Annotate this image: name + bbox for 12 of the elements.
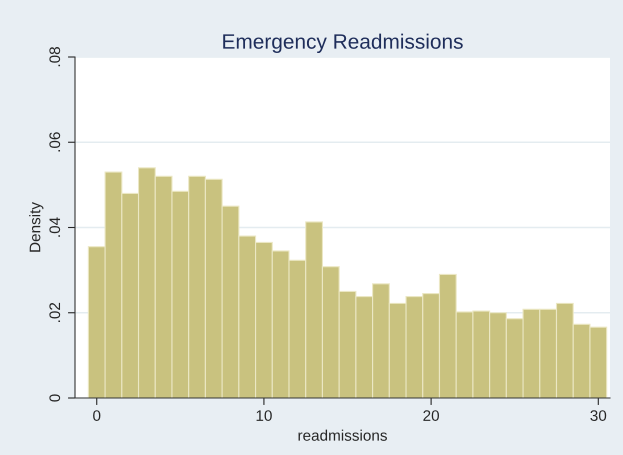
x-tick-label: 30 xyxy=(590,410,606,422)
y-tick-label: .06 xyxy=(49,132,60,152)
y-tick-label: 0 xyxy=(49,394,60,402)
chart-title: Emergency Readmissions xyxy=(223,34,463,53)
x-axis-title: readmissions xyxy=(298,430,387,441)
y-tick-label: .04 xyxy=(49,217,60,237)
y-axis-title: Density xyxy=(29,202,44,252)
x-tick-label: 20 xyxy=(423,410,440,422)
x-tick-label: 10 xyxy=(256,410,272,422)
x-tick-label: 0 xyxy=(93,410,100,422)
y-tick-label: .08 xyxy=(49,47,60,66)
y-tick-label: .02 xyxy=(49,302,60,322)
